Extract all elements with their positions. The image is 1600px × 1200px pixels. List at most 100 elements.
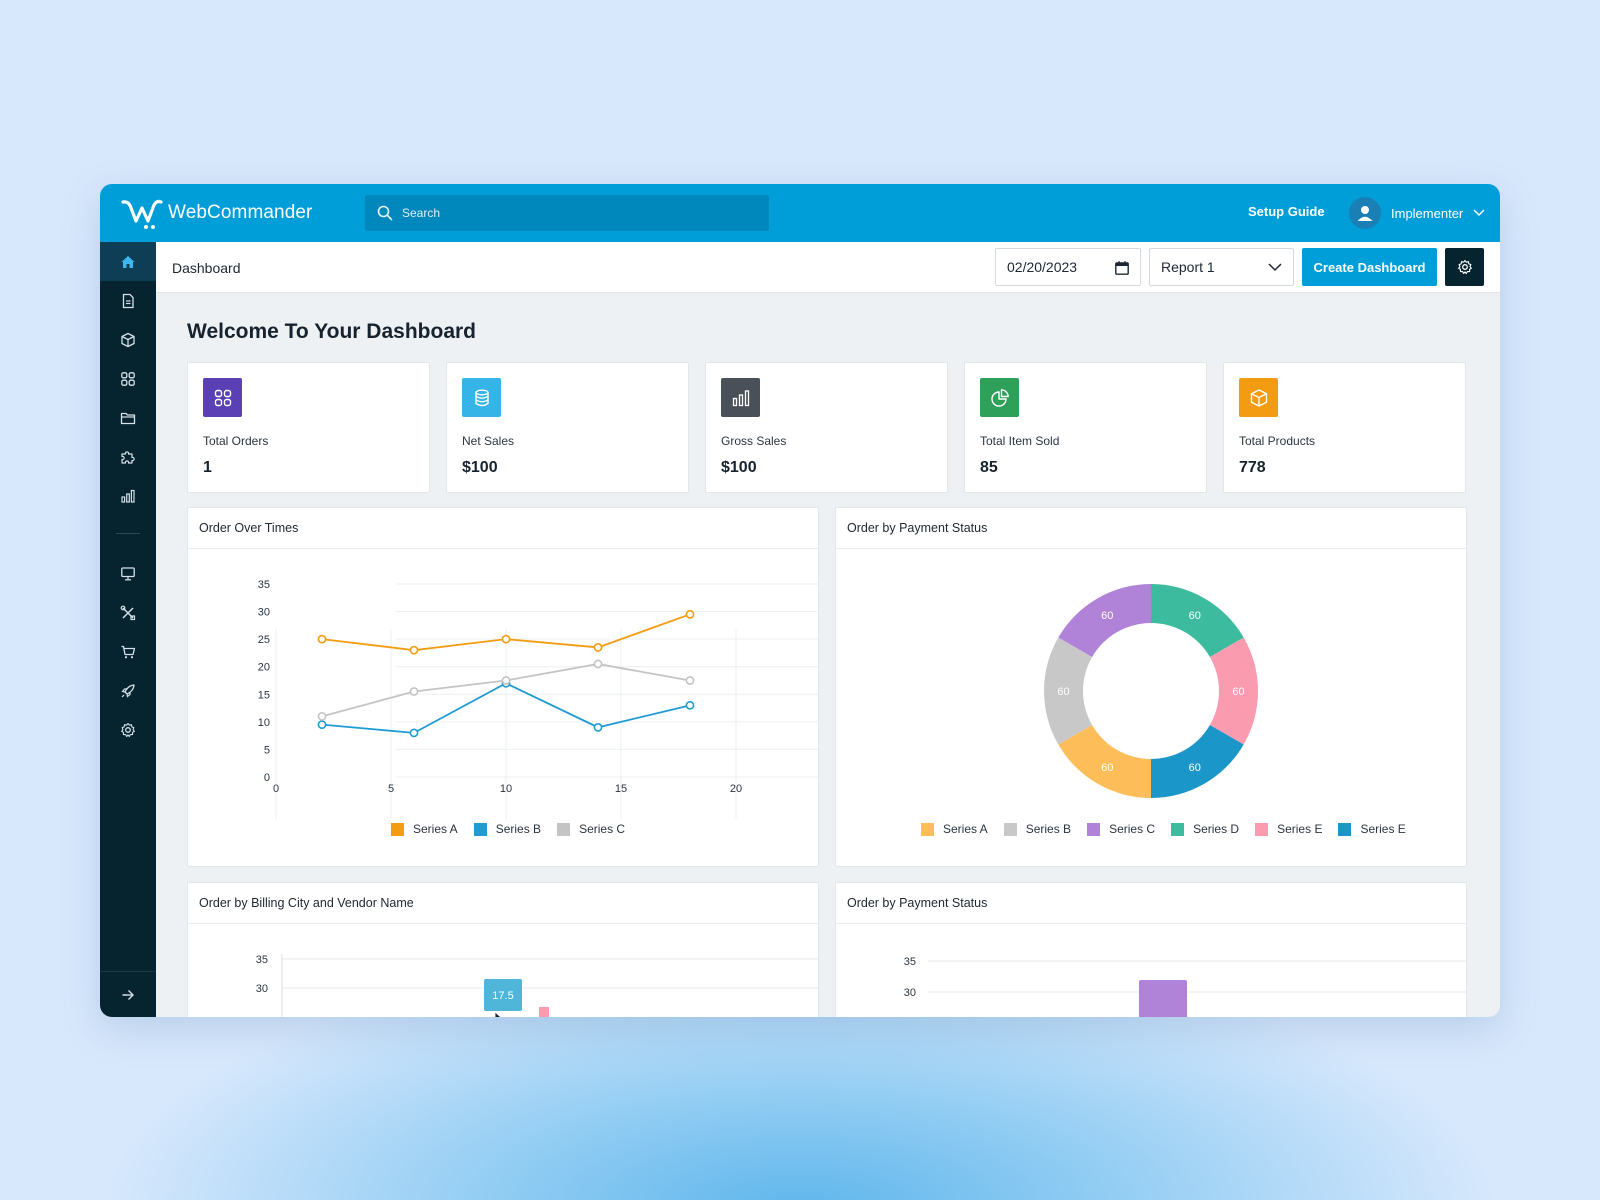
box-icon <box>1250 388 1267 407</box>
panel-order-by-payment-status: Order by Payment Status 60 60 60 60 60 60 Ser… <box>835 507 1467 867</box>
sidebar-item-home[interactable] <box>100 242 156 281</box>
top-bar: WebCommander Search Setup Guide Implemen… <box>100 184 1500 242</box>
search-input[interactable]: Search <box>365 195 769 231</box>
donut-slice <box>1058 584 1151 657</box>
stat-card-gross-sales[interactable]: Gross Sales $100 <box>705 362 948 493</box>
setup-guide-link[interactable]: Setup Guide <box>1248 204 1325 219</box>
legend-item[interactable]: Series D <box>1171 822 1239 836</box>
sidebar-collapse-button[interactable] <box>100 971 156 1017</box>
date-value: 02/20/2023 <box>1007 259 1078 275</box>
page-title: Dashboard <box>172 260 241 276</box>
sidebar-item-tools[interactable] <box>100 593 156 632</box>
document-icon <box>122 293 134 308</box>
sidebar-item-reports[interactable] <box>100 476 156 515</box>
sidebar-item-orders[interactable] <box>100 632 156 671</box>
create-dashboard-button[interactable]: Create Dashboard <box>1302 248 1437 286</box>
legend-item[interactable]: Series B <box>1003 822 1072 836</box>
panel-title: Order by Payment Status <box>847 896 988 910</box>
data-point <box>501 676 511 685</box>
legend-label: Series C <box>1109 822 1156 836</box>
sidebar-item-settings[interactable] <box>100 710 156 749</box>
report-select[interactable]: Report 1 <box>1149 248 1294 286</box>
sidebar-item-display[interactable] <box>100 554 156 593</box>
dashboard-settings-button[interactable] <box>1445 248 1484 286</box>
panel-order-by-payment-status-bar: Order by Payment Status 35 30 <box>835 882 1467 1017</box>
legend-item[interactable]: Series C <box>1087 822 1155 836</box>
legend-item[interactable]: Series B <box>473 822 542 836</box>
sidebar-item-files[interactable] <box>100 398 156 437</box>
legend-label: Series B <box>1025 822 1072 836</box>
stat-value: $100 <box>462 459 498 476</box>
welcome-heading: Welcome To Your Dashboard <box>187 320 476 343</box>
data-point <box>409 728 419 738</box>
chevron-down-icon <box>1268 263 1282 272</box>
stat-label: Total Item Sold <box>980 434 1060 448</box>
legend-swatch <box>1255 822 1269 836</box>
legend-item[interactable]: Series E <box>1255 822 1322 836</box>
y-tick-label: 35 <box>256 954 268 966</box>
legend-label: Series B <box>495 822 542 836</box>
grid-icon <box>121 371 135 386</box>
sidebar-item-documents[interactable] <box>100 281 156 320</box>
user-menu[interactable]: Implementer <box>1349 197 1485 229</box>
stat-icon-badge <box>721 378 760 417</box>
tooltip-box <box>484 979 522 1011</box>
stat-card-total-orders[interactable]: Total Orders 1 <box>187 362 430 493</box>
sidebar-item-plugins[interactable] <box>100 437 156 476</box>
logo-mark-icon <box>121 199 163 229</box>
data-point <box>501 634 511 644</box>
donut-chart[interactable]: 60 60 60 60 60 60 <box>836 549 1467 809</box>
sidebar-item-products[interactable] <box>100 320 156 359</box>
puzzle-icon <box>121 450 135 464</box>
panel-title: Order by Billing City and Vendor Name <box>199 896 414 910</box>
date-field[interactable]: 02/20/2023 <box>995 248 1141 286</box>
home-icon <box>121 255 135 268</box>
y-tick-label: 0 <box>264 772 270 784</box>
x-tick-label: 15 <box>615 783 627 795</box>
cursor-icon <box>494 1011 502 1017</box>
legend-swatch <box>473 822 487 836</box>
line-chart-legend: Series A Series B Series C <box>391 822 641 836</box>
stat-icon-badge <box>462 378 501 417</box>
bar-chart-billing-city[interactable]: 35 30 17.5 <box>188 924 819 1017</box>
database-icon <box>474 389 489 406</box>
stat-value: 85 <box>980 459 998 476</box>
stat-value: 1 <box>203 459 212 476</box>
stat-card-total-item-sold[interactable]: Total Item Sold 85 <box>964 362 1207 493</box>
app-name: WebCommander <box>168 202 313 223</box>
stat-value: $100 <box>721 459 757 476</box>
legend-swatch <box>557 822 571 836</box>
legend-item[interactable]: Series E <box>1338 822 1406 836</box>
tools-icon <box>120 605 136 620</box>
legend-label: Series E <box>1277 822 1323 836</box>
sidebar-item-apps[interactable] <box>100 359 156 398</box>
calendar-icon[interactable] <box>1114 260 1130 276</box>
donut-slice <box>1151 584 1244 657</box>
arrow-right-icon <box>122 989 134 1000</box>
gear-icon <box>1457 259 1472 275</box>
data-point <box>685 700 695 710</box>
stat-label: Total Products <box>1239 434 1316 448</box>
data-point <box>593 659 603 669</box>
report-select-value: Report 1 <box>1161 259 1215 275</box>
legend-item[interactable]: Series A <box>391 822 458 836</box>
line-chart[interactable]: 0 5 10 15 20 25 30 35 0 5 10 15 20 <box>188 549 819 867</box>
avatar <box>1349 197 1381 229</box>
panel-divider <box>188 923 818 924</box>
sidebar-item-marketing[interactable] <box>100 671 156 710</box>
search-placeholder: Search <box>402 206 441 220</box>
data-point <box>317 634 327 644</box>
x-tick-label: 20 <box>730 783 742 795</box>
stat-card-net-sales[interactable]: Net Sales $100 <box>446 362 689 493</box>
stat-icon-badge <box>1239 378 1278 417</box>
legend-item[interactable]: Series C <box>557 822 625 836</box>
chevron-down-icon <box>1473 209 1485 217</box>
legend-item[interactable]: Series A <box>921 822 988 836</box>
stat-card-total-products[interactable]: Total Products 778 <box>1223 362 1466 493</box>
legend-label: Series A <box>943 822 988 836</box>
data-point <box>409 645 419 655</box>
panel-order-by-billing-city: Order by Billing City and Vendor Name 35… <box>187 882 819 1017</box>
bar-chart-payment-status[interactable]: 35 30 <box>836 924 1467 1017</box>
y-tick-label: 35 <box>904 956 916 968</box>
app-logo[interactable]: WebCommander <box>120 196 312 230</box>
